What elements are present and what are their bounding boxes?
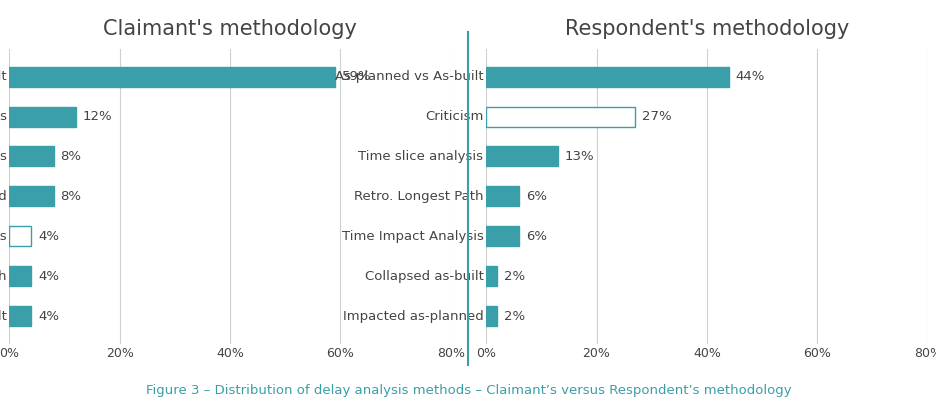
Text: 8%: 8% xyxy=(60,150,81,163)
Text: 27%: 27% xyxy=(641,110,671,123)
Text: 13%: 13% xyxy=(563,150,593,163)
Bar xyxy=(9,226,32,246)
Title: Respondent's methodology: Respondent's methodology xyxy=(564,19,848,39)
Text: Criticism: Criticism xyxy=(425,110,483,123)
Text: Collapsed as-built: Collapsed as-built xyxy=(0,310,7,323)
Text: Time impact analysis: Time impact analysis xyxy=(0,150,7,163)
Bar xyxy=(9,66,334,87)
Text: 44%: 44% xyxy=(735,70,764,83)
Bar xyxy=(486,147,557,166)
Text: As-planned vs As-built: As-planned vs As-built xyxy=(0,70,7,83)
Text: 6%: 6% xyxy=(525,230,547,243)
Text: Impacted as-planned: Impacted as-planned xyxy=(343,310,483,323)
Text: Collapsed as-built: Collapsed as-built xyxy=(364,270,483,283)
Text: Time slice analysis: Time slice analysis xyxy=(0,110,7,123)
Bar xyxy=(9,266,32,286)
Text: 4%: 4% xyxy=(38,270,59,283)
Bar xyxy=(486,107,635,126)
Text: As-planned vs As-built: As-planned vs As-built xyxy=(334,70,483,83)
Text: 8%: 8% xyxy=(60,190,81,203)
Text: 59%: 59% xyxy=(342,70,371,83)
Title: Claimant's methodology: Claimant's methodology xyxy=(103,19,357,39)
Text: Other methods: Other methods xyxy=(0,230,7,243)
Bar xyxy=(9,107,76,126)
Text: 6%: 6% xyxy=(525,190,547,203)
Text: Retro. Longest Path: Retro. Longest Path xyxy=(354,190,483,203)
Text: Retro. Longest Path: Retro. Longest Path xyxy=(0,270,7,283)
Bar xyxy=(486,306,497,326)
Bar xyxy=(486,186,519,207)
Bar xyxy=(9,306,32,326)
Text: 4%: 4% xyxy=(38,230,59,243)
Bar xyxy=(9,186,53,207)
Text: Time slice analysis: Time slice analysis xyxy=(358,150,483,163)
Text: 2%: 2% xyxy=(504,270,524,283)
Text: Time Impact Analysis: Time Impact Analysis xyxy=(341,230,483,243)
Text: 12%: 12% xyxy=(82,110,111,123)
Text: 4%: 4% xyxy=(38,310,59,323)
Bar xyxy=(486,266,497,286)
Bar xyxy=(486,226,519,246)
Bar xyxy=(9,147,53,166)
Text: 2%: 2% xyxy=(504,310,524,323)
Text: Figure 3 – Distribution of delay analysis methods – Claimant’s versus Respondent: Figure 3 – Distribution of delay analysi… xyxy=(145,384,791,397)
Bar xyxy=(486,66,728,87)
Text: Impacted as-planned: Impacted as-planned xyxy=(0,190,7,203)
